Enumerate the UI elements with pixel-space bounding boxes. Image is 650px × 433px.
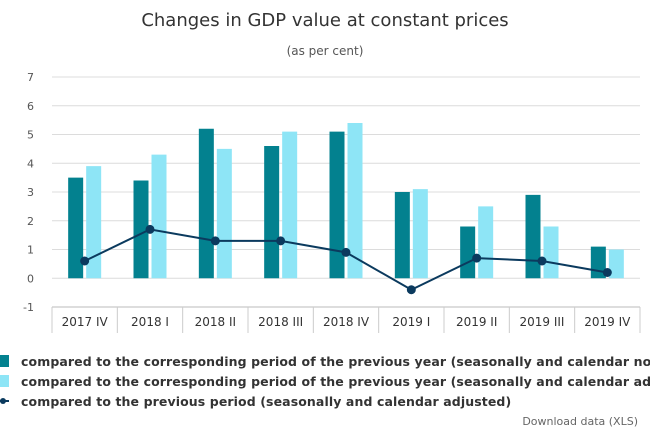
line-point [276,236,286,246]
y-axis: -1 0 1 2 3 4 5 6 7 [23,71,34,314]
bar [478,206,494,279]
bar [608,249,624,279]
bar [151,154,167,279]
line-point [406,285,416,295]
download-data-link[interactable]: Download data (XLS) [522,415,638,428]
bar [282,131,298,279]
x-tick-label: 2018 I [131,315,169,329]
y-tick-label: 3 [27,186,34,199]
legend-item-adjusted[interactable]: compared to the corresponding period of … [0,371,650,391]
x-tick-label: 2019 II [456,315,497,329]
bar [460,226,476,279]
y-tick-label: -1 [23,301,34,314]
bar [198,128,214,279]
chart-title: Changes in GDP value at constant prices [141,10,508,31]
bar [525,194,541,279]
bar [133,180,149,279]
legend-label-adjusted: compared to the corresponding period of … [21,373,650,389]
y-tick-label: 2 [27,215,34,228]
line-point [537,256,547,266]
y-tick-label: 7 [27,71,34,84]
legend-label-previous-period: compared to the previous period (seasona… [21,393,512,409]
legend-swatch-adjusted [0,375,9,387]
y-tick-label: 0 [27,272,34,285]
bar [264,146,280,279]
y-tick-label: 5 [27,129,34,142]
bar [543,226,559,279]
y-tick-label: 4 [27,157,34,170]
x-tick-label: 2017 IV [62,315,109,329]
legend-item-non-adjusted[interactable]: compared to the corresponding period of … [0,351,650,371]
gdp-chart: Changes in GDP value at constant prices … [23,10,641,333]
x-tick-label: 2018 II [195,315,236,329]
bar [216,148,232,279]
line-point [145,224,155,234]
line-point [80,256,90,266]
line-point [341,247,351,257]
chart-subtitle: (as per cent) [287,44,364,58]
legend-line-marker-icon [0,395,9,407]
bar [86,166,102,279]
bar [412,189,428,279]
bar [347,123,363,279]
x-axis: 2017 IV 2018 I 2018 II 2018 III 2018 IV 2019 … [51,306,641,333]
x-tick-label: 2018 III [258,315,303,329]
line-point [602,268,612,277]
x-tick-label: 2018 IV [323,315,370,329]
line-point [472,253,482,263]
grid-lines [52,76,640,308]
x-tick-label: 2019 III [520,315,565,329]
legend-item-previous-period[interactable]: compared to the previous period (seasona… [0,391,650,411]
y-tick-label: 1 [27,244,34,257]
x-tick-label: 2019 I [392,315,430,329]
line-point [210,236,220,246]
y-tick-label: 6 [27,100,34,113]
bar [394,192,410,279]
legend-label-non-adjusted: compared to the corresponding period of … [21,353,650,369]
bar [329,131,345,279]
legend-swatch-non-adjusted [0,355,9,367]
bar [68,177,84,279]
line-series [80,224,612,295]
x-tick-label: 2019 IV [584,315,631,329]
legend: compared to the corresponding period of … [0,351,650,411]
